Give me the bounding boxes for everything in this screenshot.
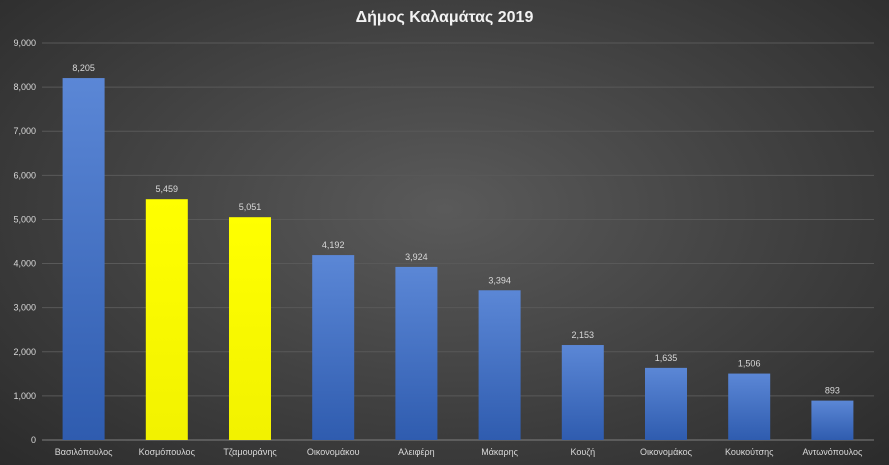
bar: [312, 255, 355, 440]
bar: [478, 290, 521, 440]
bar: [395, 266, 438, 440]
bar: [145, 199, 188, 440]
x-tick-label: Αντωνόπουλος: [802, 447, 863, 457]
data-labels: 8,205 5,459 5,051 4,192 3,924 3,394 2,153 1,635…: [72, 63, 840, 396]
bar: [728, 373, 771, 440]
y-tick-label: 6,000: [13, 170, 36, 180]
y-tick-label: 0: [31, 435, 36, 445]
y-tick-label: 8,000: [13, 82, 36, 92]
data-label: 5,051: [239, 202, 262, 212]
y-tick-label: 7,000: [13, 126, 36, 136]
gridlines: [42, 42, 874, 441]
data-label: 4,192: [322, 240, 345, 250]
y-tick-label: 3,000: [13, 303, 36, 313]
x-tick-label: Αλειφέρη: [398, 447, 435, 457]
y-tick-label: 2,000: [13, 347, 36, 357]
data-label: 5,459: [156, 184, 179, 194]
x-tick-label: Βασιλόπουλος: [55, 447, 113, 457]
data-label: 1,506: [738, 359, 761, 369]
y-tick-label: 4,000: [13, 259, 36, 269]
data-label: 3,924: [405, 252, 428, 262]
x-tick-label: Τζαμουράνης: [223, 447, 277, 457]
bar: [645, 367, 687, 440]
y-axis: 0 1,000 2,000 3,000 4,000 5,000 6,000 7,000 8,00…: [13, 38, 36, 445]
bar: [561, 345, 604, 440]
bars: [62, 78, 854, 441]
bar: [62, 78, 105, 441]
data-label: 2,153: [572, 330, 595, 340]
x-tick-label: Οικονομάκος: [640, 447, 693, 457]
data-label: 1,635: [655, 353, 678, 363]
y-tick-label: 9,000: [13, 38, 36, 48]
data-label: 8,205: [72, 63, 95, 73]
data-label: 3,394: [488, 275, 511, 285]
x-axis: Βασιλόπουλος Κοσμόπουλος Τζαμουράνης Οικονο…: [55, 447, 863, 457]
x-tick-label: Οικονομάκου: [307, 447, 360, 457]
chart-title: Δήμος Καλαμάτας 2019: [355, 9, 534, 26]
x-tick-label: Κουζή: [570, 447, 595, 457]
bar: [229, 217, 271, 440]
x-tick-label: Κουκούτσης: [725, 447, 774, 457]
y-tick-label: 5,000: [13, 214, 36, 224]
bar: [811, 400, 854, 440]
data-label: 893: [825, 386, 840, 396]
x-tick-label: Μάκαρης: [481, 447, 518, 457]
x-tick-label: Κοσμόπουλος: [139, 447, 196, 457]
y-tick-label: 1,000: [13, 391, 36, 401]
